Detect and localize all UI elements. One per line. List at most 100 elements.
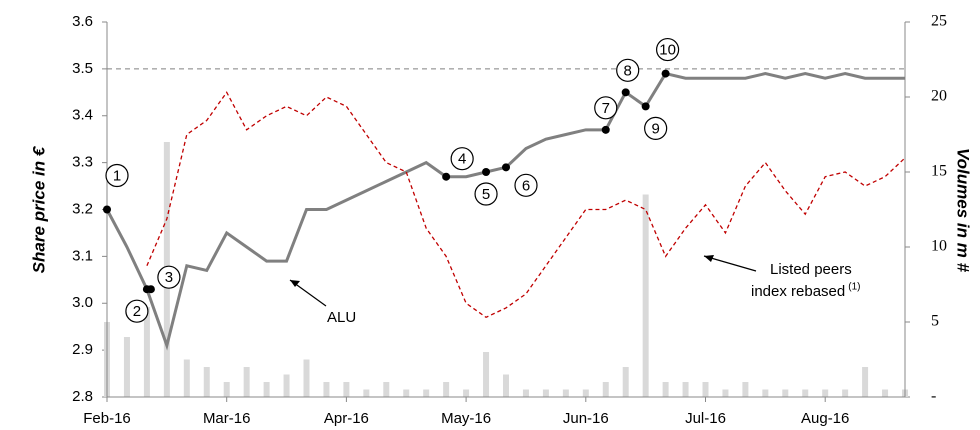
event-dot [502, 163, 510, 172]
peers-label: Listed peers [770, 261, 852, 278]
volume-bar [822, 389, 829, 397]
volume-bar [423, 389, 430, 397]
event-label: 1 [113, 167, 121, 184]
y-tick-label: 2.8 [72, 388, 93, 405]
y-tick-label: 2.9 [72, 341, 93, 358]
volume-bar [542, 389, 549, 397]
y-tick-label: 3.2 [72, 200, 93, 217]
volume-bar [702, 382, 709, 397]
y2-tick-label: 10 [931, 238, 947, 255]
volume-bar [403, 389, 410, 397]
x-tick-label: Apr-16 [324, 410, 369, 427]
alu-label: ALU [327, 309, 356, 326]
event-dot [482, 168, 491, 176]
volume-bar [463, 389, 470, 397]
y-tick-label: 3.6 [72, 13, 93, 30]
volume-bar [503, 374, 509, 397]
volume-bar [283, 374, 290, 397]
event-label: 4 [458, 151, 466, 168]
y-tick-label: 3.3 [72, 154, 93, 171]
volume-bar [443, 382, 450, 397]
peers-arrow [703, 255, 757, 272]
volume-bar [522, 389, 529, 397]
event-dot [442, 172, 451, 181]
event-label: 8 [624, 62, 632, 79]
volume-bar [483, 352, 490, 397]
volume-bar [762, 389, 769, 397]
y-tick-label: 3.4 [72, 107, 93, 124]
event-dot [661, 69, 670, 78]
volume-bar [383, 382, 390, 397]
volume-bar [562, 389, 569, 397]
y-axis-title: Share price in € [29, 145, 48, 273]
event-dot [621, 88, 630, 97]
x-tick-label: Mar-16 [203, 410, 251, 427]
event-label: 9 [651, 120, 659, 137]
volume-bar [602, 382, 609, 397]
volume-bar [622, 367, 629, 397]
alu-arrowhead [290, 280, 300, 287]
y2-tick-label: 20 [931, 88, 947, 105]
volume-bar [223, 382, 230, 397]
event-circle [616, 58, 640, 82]
event-dot [601, 125, 610, 134]
event-label: 6 [522, 177, 530, 194]
event-circle [655, 37, 680, 62]
event-circle [125, 299, 149, 323]
volume-bar [323, 382, 330, 397]
y2-axis-title: Volumes in m # [954, 148, 973, 273]
event-circle [474, 182, 498, 206]
volume-bar [882, 389, 889, 397]
x-tick-label: May-16 [441, 410, 491, 427]
y2-tick-label: 15 [931, 163, 947, 180]
volume-bar [303, 359, 310, 397]
volume-bar [842, 389, 849, 397]
x-tick-label: Feb-16 [83, 410, 131, 427]
peers-line [146, 91, 906, 319]
volume-bar [582, 389, 589, 397]
event-circle [105, 163, 129, 188]
peers-label-2: index rebased [751, 283, 845, 300]
volume-bar [642, 194, 649, 397]
volume-bar [662, 382, 669, 397]
volume-bar [862, 367, 869, 397]
volume-bar [802, 389, 809, 397]
volume-bar [123, 337, 130, 397]
event-label: 5 [482, 186, 490, 203]
volume-bar [243, 367, 250, 397]
x-tick-label: Jul-16 [685, 410, 726, 427]
y2-tick-label: 5 [931, 313, 939, 330]
x-tick-label: Aug-16 [801, 410, 849, 427]
volume-bar [183, 359, 190, 397]
y-tick-label: 3.0 [72, 294, 93, 311]
y2-tick-label: 25 [931, 13, 947, 30]
y-tick-label: 3.5 [72, 60, 93, 77]
volume-bar [782, 389, 789, 397]
volume-bar [203, 367, 210, 397]
volume-bar [722, 389, 729, 397]
event-circle [644, 116, 668, 140]
x-tick-label: Jun-16 [563, 410, 609, 427]
event-circle [594, 96, 618, 120]
event-dot [641, 102, 650, 111]
event-dot [103, 205, 111, 214]
event-label: 7 [602, 100, 610, 117]
volume-bar [682, 382, 689, 397]
event-circle [157, 265, 181, 289]
peers-arrowhead [704, 255, 714, 262]
event-label: 3 [165, 269, 173, 286]
event-dot [146, 285, 155, 294]
volume-bar [742, 382, 749, 397]
event-label: 2 [133, 303, 141, 320]
y2-tick-label: - [931, 388, 936, 405]
volume-bar [263, 382, 270, 397]
event-circle [514, 173, 538, 197]
volume-bar [343, 382, 350, 397]
share-price-line [105, 71, 905, 351]
volume-bar [363, 389, 370, 397]
volume-bar [143, 307, 150, 397]
event-label: 10 [659, 42, 676, 59]
y-tick-label: 3.1 [72, 247, 93, 264]
event-circle [450, 147, 474, 171]
